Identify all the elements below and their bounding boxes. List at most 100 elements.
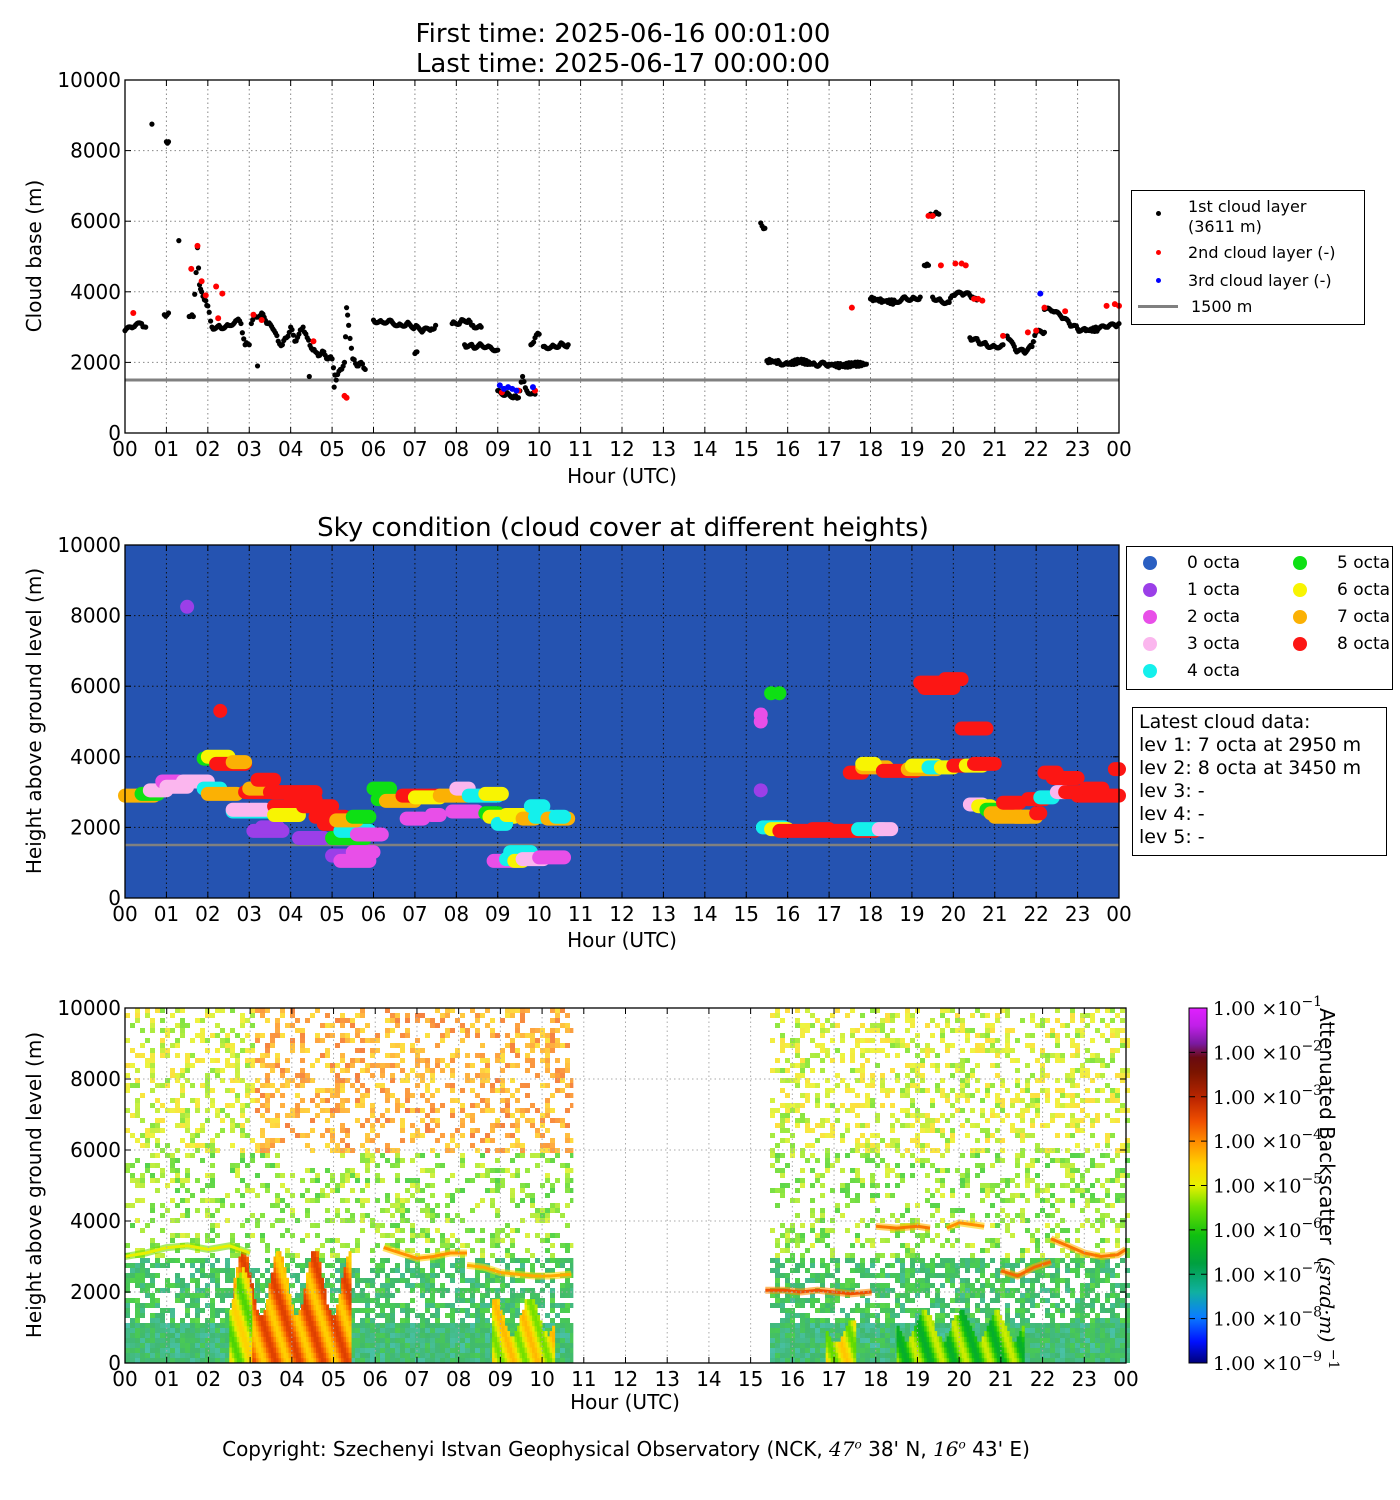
backscatter-cell: [855, 1103, 860, 1108]
backscatter-cell: [870, 1023, 875, 1028]
backscatter-cell: [135, 1348, 140, 1353]
backscatter-cell: [545, 1208, 550, 1213]
backscatter-cell: [390, 1313, 395, 1318]
backscatter-cell: [340, 1023, 345, 1028]
backscatter-cell: [895, 1143, 900, 1148]
backscatter-cell: [850, 1058, 855, 1063]
backscatter-cell: [205, 1238, 210, 1243]
backscatter-cell: [910, 1023, 915, 1028]
backscatter-cell: [335, 1018, 340, 1023]
backscatter-cell: [500, 1123, 505, 1128]
backscatter-cell: [285, 1188, 290, 1193]
backscatter-cell: [265, 1108, 270, 1113]
backscatter-cell: [845, 1193, 850, 1198]
first-layer-point: [515, 395, 522, 401]
backscatter-cell: [465, 1333, 470, 1338]
backscatter-cell: [425, 1328, 430, 1333]
backscatter-cell: [370, 1308, 375, 1313]
backscatter-cell: [165, 1328, 170, 1333]
backscatter-cell: [155, 1128, 160, 1133]
backscatter-cell: [385, 1118, 390, 1123]
backscatter-cell: [430, 1328, 435, 1333]
backscatter-cell: [125, 1073, 130, 1078]
backscatter-cell: [175, 1103, 180, 1108]
backscatter-cell: [805, 1333, 810, 1338]
backscatter-cell: [355, 1358, 360, 1363]
backscatter-cell: [335, 1208, 340, 1213]
first-layer-point: [241, 336, 247, 342]
backscatter-cell: [195, 1313, 200, 1318]
backscatter-cell: [470, 1133, 475, 1138]
backscatter-cell: [235, 1188, 240, 1193]
backscatter-cell: [920, 1233, 925, 1238]
backscatter-cell: [295, 1273, 300, 1278]
backscatter-cell: [495, 1228, 500, 1233]
backscatter-cell: [885, 1173, 890, 1178]
backscatter-cell: [330, 1308, 335, 1313]
backscatter-cell: [190, 1053, 195, 1058]
backscatter-cell: [410, 1298, 415, 1303]
backscatter-cell: [300, 1133, 305, 1138]
backscatter-cell: [805, 1028, 810, 1033]
backscatter-cell: [825, 1293, 830, 1298]
backscatter-cell: [515, 1063, 520, 1068]
backscatter-cell: [305, 1263, 310, 1268]
backscatter-cell: [520, 1083, 525, 1088]
backscatter-cell: [925, 1233, 930, 1238]
first-layer-point: [176, 238, 182, 244]
backscatter-cell: [350, 1248, 355, 1253]
backscatter-cell: [165, 1083, 170, 1088]
backscatter-cell: [480, 1358, 485, 1363]
backscatter-cell: [380, 1358, 385, 1363]
backscatter-cell: [885, 1163, 890, 1168]
backscatter-cell: [780, 1333, 785, 1338]
backscatter-cell: [390, 1283, 395, 1288]
backscatter-cell: [510, 1258, 515, 1263]
backscatter-cell: [145, 1283, 150, 1288]
backscatter-cell: [230, 1043, 235, 1048]
backscatter-cell: [155, 1298, 160, 1303]
backscatter-cell: [330, 1283, 335, 1288]
backscatter-cell: [180, 1093, 185, 1098]
backscatter-cell: [905, 1323, 910, 1328]
backscatter-cell: [185, 1128, 190, 1133]
backscatter-cell: [495, 1273, 500, 1278]
backscatter-cell: [465, 1343, 470, 1348]
backscatter-cell: [795, 1328, 800, 1333]
backscatter-cell: [875, 1283, 880, 1288]
backscatter-cell: [235, 1033, 240, 1038]
backscatter-cell: [190, 1238, 195, 1243]
backscatter-cell: [885, 1348, 890, 1353]
backscatter-cell: [800, 1028, 805, 1033]
backscatter-cell: [365, 1328, 370, 1333]
backscatter-cell: [870, 1143, 875, 1148]
second-layer-point: [979, 297, 986, 304]
backscatter-cell: [365, 1118, 370, 1123]
backscatter-cell: [415, 1353, 420, 1358]
x-tick-label: 21: [982, 902, 1007, 926]
backscatter-cell: [465, 1063, 470, 1068]
backscatter-cell: [395, 1223, 400, 1228]
backscatter-cell: [415, 1233, 420, 1238]
backscatter-cell: [340, 1018, 345, 1023]
backscatter-cell: [425, 1033, 430, 1038]
backscatter-cell: [300, 1298, 305, 1303]
backscatter-cell: [205, 1273, 210, 1278]
backscatter-cell: [855, 1028, 860, 1033]
backscatter-cell: [425, 1288, 430, 1293]
backscatter-cell: [400, 1358, 405, 1363]
backscatter-cell: [365, 1313, 370, 1318]
backscatter-cell: [405, 1093, 410, 1098]
backscatter-cell: [240, 1013, 245, 1018]
backscatter-cell: [860, 1078, 865, 1083]
backscatter-cell: [440, 1163, 445, 1168]
backscatter-cell: [355, 1248, 360, 1253]
backscatter-cell: [800, 1118, 805, 1123]
backscatter-cell: [780, 1263, 785, 1268]
backscatter-cell: [845, 1318, 850, 1323]
backscatter-cell: [795, 1348, 800, 1353]
backscatter-cell: [545, 1238, 550, 1243]
backscatter-cell: [810, 1243, 815, 1248]
backscatter-cell: [400, 1058, 405, 1063]
backscatter-cell: [920, 1268, 925, 1273]
